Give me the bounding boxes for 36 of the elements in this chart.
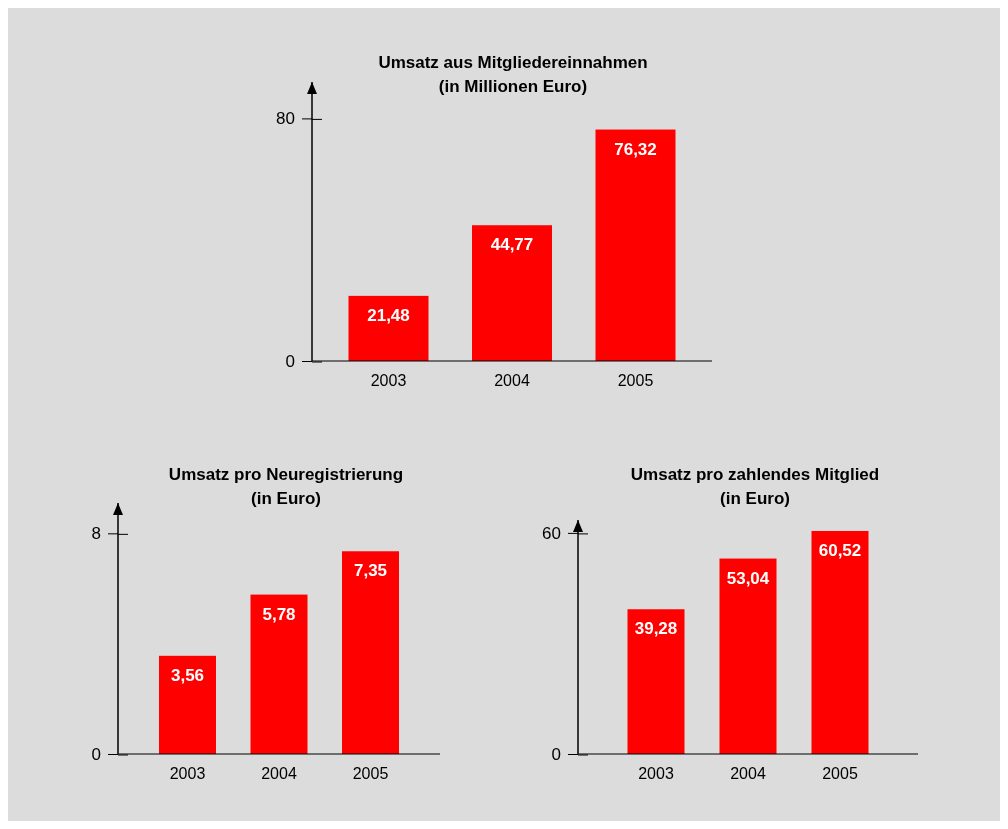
- data-label: 44,77: [490, 235, 534, 255]
- data-label: 7,35: [353, 561, 388, 581]
- data-label: 21,48: [367, 305, 410, 325]
- bar: [719, 558, 777, 754]
- y-tick-label: 80: [276, 109, 295, 129]
- x-tick-label: 2005: [822, 765, 858, 782]
- data-label: 60,52: [818, 540, 862, 560]
- x-tick-label: 2005: [352, 765, 389, 782]
- bar: [627, 609, 685, 754]
- x-tick-label: 2003: [370, 372, 407, 389]
- bar: [342, 551, 399, 754]
- bar: [250, 594, 308, 754]
- y-tick-label: 60: [542, 523, 561, 543]
- bar: [811, 530, 869, 754]
- data-label: 3,56: [170, 665, 205, 685]
- bar: [159, 655, 216, 754]
- data-label: 5,78: [262, 604, 296, 624]
- y-tick-label: 0: [551, 744, 561, 764]
- chart-title: Umsatz pro Neuregistrierung (in Euro): [168, 465, 404, 508]
- data-label: 76,32: [614, 139, 657, 159]
- chart-title: Umsatz pro zahlendes Mitglied (in Euro): [630, 465, 880, 508]
- x-tick-label: 2004: [261, 765, 297, 782]
- x-tick-label: 2004: [494, 372, 530, 389]
- data-label: 53,04: [726, 568, 770, 588]
- bar: [595, 129, 676, 361]
- data-label: 39,28: [634, 619, 678, 639]
- bar: [472, 225, 552, 361]
- x-tick-label: 2004: [730, 765, 766, 782]
- y-tick-label: 8: [91, 524, 101, 544]
- chart-title: Umsatz aus Mitgliedereinnahmen (in Millionen Euro): [378, 53, 648, 96]
- x-tick-label: 2003: [169, 765, 206, 782]
- y-tick-label: 0: [91, 744, 101, 764]
- y-tick-label: 0: [285, 351, 295, 371]
- x-tick-label: 2005: [617, 372, 654, 389]
- x-tick-label: 2003: [638, 765, 674, 782]
- bar: [348, 295, 429, 361]
